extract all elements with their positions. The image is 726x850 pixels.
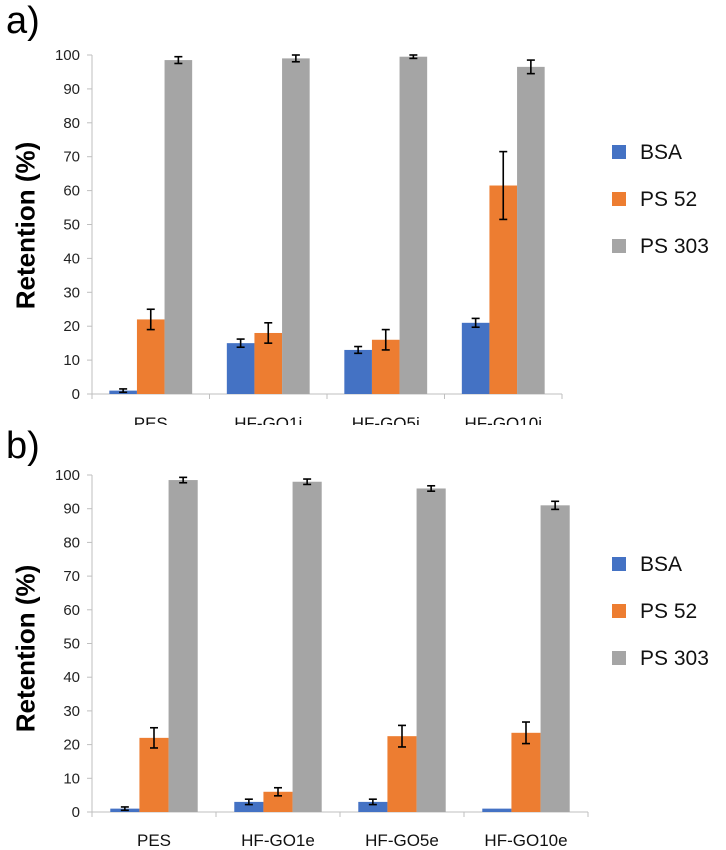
y-tick-label: 90	[63, 81, 80, 98]
y-tick-label: 20	[63, 737, 80, 754]
y-tick-label: 50	[63, 636, 80, 653]
y-tick-label: 80	[63, 534, 80, 551]
category-label: HF-GO10i	[465, 414, 542, 425]
y-tick-label: 100	[55, 467, 80, 484]
y-tick-label: 0	[72, 804, 80, 821]
legend-swatch	[612, 557, 626, 571]
y-tick-label: 20	[63, 318, 80, 335]
bar	[511, 732, 541, 812]
y-tick-label: 60	[63, 183, 80, 200]
y-tick-label: 40	[63, 250, 80, 267]
category-label: PES	[137, 831, 171, 850]
chart-panel-b: b) Retention (%) 0 10 20 30 40 50 60 70 80 90 100 P…	[0, 425, 726, 850]
legend-label: BSA	[640, 141, 682, 164]
bar	[387, 736, 417, 812]
y-tick-label: 30	[63, 703, 80, 720]
legend-label: PS 303	[640, 647, 709, 670]
y-tick-label: 70	[63, 568, 80, 585]
category-label: HF-GO5i	[352, 414, 420, 425]
bar	[482, 808, 512, 812]
legend-swatch	[612, 192, 626, 206]
y-tick-label: 0	[72, 386, 80, 403]
chart-panel-a: a) Retention (%) 0 10 20 30 40 50 60 70 80 90 100 P…	[6, 0, 709, 425]
y-tick-label: 60	[63, 602, 80, 619]
legend-swatch	[612, 604, 626, 618]
bar	[416, 488, 446, 812]
panel-label: b)	[6, 425, 40, 467]
y-tick-label: 50	[63, 217, 80, 234]
bar-chart-a: 0 10 20 30 40 50 60 70 80 90 100 PES HF-GO1i HF-GO5i H…	[55, 47, 709, 425]
bar	[234, 801, 264, 812]
legend-swatch	[612, 145, 626, 159]
bar	[292, 481, 322, 812]
bar	[358, 801, 388, 812]
bar	[139, 737, 169, 812]
category-label: HF-GO10e	[484, 831, 567, 850]
y-tick-label: 80	[63, 115, 80, 132]
bar	[517, 66, 545, 395]
legend-label: PS 52	[640, 600, 697, 623]
y-tick-label: 100	[55, 47, 80, 64]
bar	[489, 185, 518, 394]
bar	[461, 322, 490, 394]
bar	[344, 349, 372, 394]
bar	[263, 791, 293, 812]
category-label: PES	[134, 414, 168, 425]
bar	[399, 56, 428, 394]
y-tick-label: 30	[63, 284, 80, 301]
bar-chart-b: 0 10 20 30 40 50 60 70 80 90 100 PES HF-GO1e HF-GO5e H…	[55, 467, 709, 850]
legend-swatch	[612, 651, 626, 665]
bar	[282, 58, 310, 394]
panel-label: a)	[6, 0, 40, 42]
y-tick-label: 10	[63, 770, 80, 787]
category-label: HF-GO5e	[365, 831, 439, 850]
legend-label: PS 303	[640, 235, 709, 258]
bar	[540, 505, 570, 812]
legend-swatch	[612, 239, 626, 253]
category-label: HF-GO1e	[241, 831, 315, 850]
y-tick-label: 70	[63, 149, 80, 166]
category-label: HF-GO1i	[234, 414, 302, 425]
bar	[136, 319, 165, 394]
y-tick-label: 90	[63, 501, 80, 518]
bar	[226, 343, 255, 394]
bar	[168, 480, 198, 812]
y-tick-label: 40	[63, 669, 80, 686]
y-tick-label: 10	[63, 352, 80, 369]
bar	[164, 60, 193, 395]
legend-label: PS 52	[640, 188, 697, 211]
legend-label: BSA	[640, 553, 682, 576]
